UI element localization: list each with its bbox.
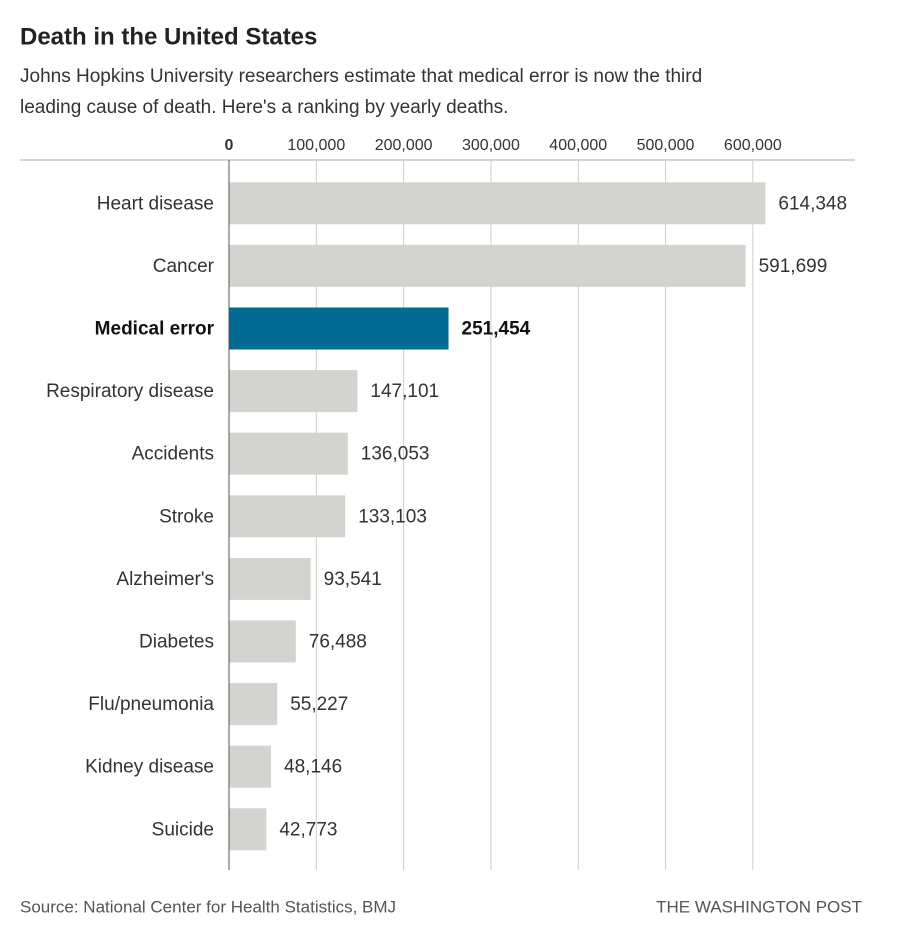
value-label: 147,101 [370, 381, 439, 402]
credit: THE WASHINGTON POST [656, 897, 862, 916]
bar [229, 808, 267, 851]
bar [229, 745, 272, 788]
bar [229, 370, 358, 413]
x-tick-label: 200,000 [375, 137, 433, 154]
value-label: 76,488 [309, 632, 367, 653]
x-tick-label: 400,000 [549, 137, 607, 154]
chart-title: Death in the United States [20, 23, 317, 50]
x-tick-label: 300,000 [462, 137, 520, 154]
y-tick-label: Flu/pneumonia [88, 694, 214, 715]
bar [229, 495, 346, 538]
bar [229, 683, 278, 726]
value-label: 251,454 [462, 319, 531, 340]
bar [229, 182, 766, 225]
value-label: 591,699 [759, 256, 828, 277]
y-tick-label: Alzheimer's [116, 569, 214, 590]
x-tick-label: 0 [225, 137, 234, 154]
bar [229, 620, 296, 663]
value-label: 48,146 [284, 757, 342, 778]
y-tick-label: Heart disease [97, 193, 214, 214]
x-tick-label: 600,000 [724, 137, 782, 154]
y-tick-label: Cancer [153, 256, 215, 277]
y-tick-label: Suicide [152, 819, 214, 840]
bar [229, 307, 449, 350]
y-tick-label: Kidney disease [85, 757, 214, 778]
source: Source: National Center for Health Stati… [20, 897, 396, 916]
bar [229, 244, 746, 287]
x-tick-label: 500,000 [637, 137, 695, 154]
bar [229, 432, 348, 475]
value-label: 136,053 [361, 444, 430, 465]
value-label: 614,348 [778, 193, 847, 214]
subtitle: leading cause of death. Here's a ranking… [20, 97, 508, 118]
y-tick-label: Stroke [159, 506, 214, 527]
value-label: 133,103 [358, 506, 427, 527]
y-tick-label: Medical error [95, 319, 215, 340]
value-label: 93,541 [324, 569, 382, 590]
y-tick-label: Accidents [132, 444, 214, 465]
bar [229, 557, 311, 600]
y-tick-label: Diabetes [139, 632, 214, 653]
x-tick-label: 100,000 [287, 137, 345, 154]
y-tick-label: Respiratory disease [46, 381, 214, 402]
value-label: 42,773 [279, 819, 337, 840]
value-label: 55,227 [290, 694, 348, 715]
subtitle: Johns Hopkins University researchers est… [20, 66, 702, 87]
